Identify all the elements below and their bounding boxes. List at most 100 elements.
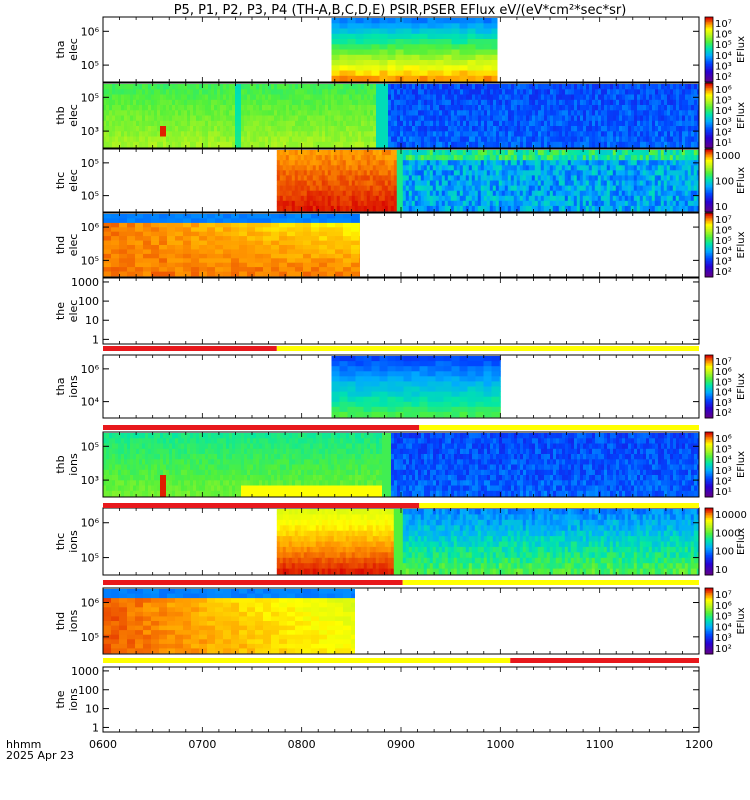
spectrogram-cell <box>300 190 305 197</box>
spectrogram-cell <box>588 175 593 181</box>
spectrogram-cell <box>586 105 590 111</box>
spectrogram-cell <box>607 105 611 111</box>
spectrogram-cell <box>619 84 623 90</box>
spectrogram-cell <box>400 84 404 90</box>
spectrogram-cell <box>556 126 560 132</box>
spectrogram-cell <box>396 155 401 161</box>
spectrogram-cell <box>471 165 476 171</box>
spectrogram-cell <box>347 18 356 24</box>
spectrogram-cell <box>215 249 224 255</box>
spectrogram-cell <box>193 136 197 143</box>
spectrogram-cell <box>136 141 140 148</box>
spectrogram-cell <box>457 141 461 148</box>
spectrogram-cell <box>471 200 476 207</box>
spectrogram-cell <box>337 141 341 148</box>
spectrogram-cell <box>496 94 500 101</box>
spectrogram-cell <box>582 185 587 192</box>
spectrogram-cell <box>616 131 620 137</box>
spectrogram-cell <box>207 214 216 219</box>
spectrogram-cell <box>565 136 569 143</box>
spectrogram-cell <box>547 105 551 111</box>
spectrogram-cell <box>306 170 311 176</box>
spectrogram-cell <box>570 185 575 192</box>
spectrogram-cell <box>654 150 659 156</box>
spectrogram-cell <box>462 195 467 202</box>
spectrogram-cell <box>604 94 608 101</box>
spectrogram-cell <box>547 84 551 90</box>
spectrogram-cell <box>690 165 695 171</box>
spectrogram-cell <box>139 126 143 132</box>
spectrogram-cell <box>478 131 482 137</box>
spectrogram-cell <box>696 180 700 186</box>
spectrogram-cell <box>109 120 113 127</box>
spectrogram-cell <box>565 131 569 137</box>
colorbar-cell <box>705 208 713 211</box>
spectrogram-cell <box>592 126 596 132</box>
spectrogram-cell <box>135 236 144 241</box>
spectrogram-cell <box>520 136 524 143</box>
spectrogram-cell <box>607 131 611 137</box>
spectrogram-cell <box>283 126 287 132</box>
spectrogram-cell <box>480 170 485 176</box>
spectrogram-cell <box>220 110 224 116</box>
spectrogram-cell <box>214 110 218 116</box>
spectrogram-cell <box>579 155 584 161</box>
spectrogram-cell <box>660 165 665 171</box>
spectrogram-cell <box>443 60 452 66</box>
spectrogram-cell <box>387 195 392 202</box>
spectrogram-cell <box>328 120 332 127</box>
spectrogram-cell <box>318 170 323 176</box>
spectrogram-cell <box>630 200 635 207</box>
spectrogram-cell <box>357 200 362 207</box>
spectrogram-cell <box>535 126 539 132</box>
spectrogram-cell <box>283 84 287 90</box>
spectrogram-cell <box>654 175 659 181</box>
colorbar-cell <box>705 25 713 28</box>
spectrogram-cell <box>355 44 364 50</box>
spectrogram-cell <box>277 126 281 132</box>
spectrogram-cell <box>282 175 287 181</box>
spectrogram-cell <box>535 141 539 148</box>
spectrogram-cell <box>142 131 146 137</box>
spectrogram-cell <box>663 165 668 171</box>
spectrogram-cell <box>223 267 232 272</box>
spectrogram-cell <box>325 99 329 106</box>
spectrogram-cell <box>595 115 599 122</box>
spectrogram-cell <box>682 141 686 148</box>
colorbar-cell <box>705 102 713 105</box>
spectrogram-cell <box>636 170 641 176</box>
spectrogram-cell <box>136 105 140 111</box>
spectrogram-cell <box>331 131 335 137</box>
spectrogram-cell <box>387 44 396 50</box>
spectrogram-cell <box>419 33 428 40</box>
spectrogram-cell <box>519 180 524 186</box>
spectrogram-cell <box>400 110 404 116</box>
colorbar-unit-label: EFlux <box>736 167 747 194</box>
spectrogram-cell <box>456 180 461 186</box>
spectrogram-cell <box>399 190 404 197</box>
spectrogram-cell <box>367 131 371 137</box>
spectrogram-cell <box>552 160 557 166</box>
spectrogram-cell <box>370 99 374 106</box>
spectrogram-cell <box>595 99 599 106</box>
spectrogram-cell <box>256 99 260 106</box>
spectrogram-cell <box>427 141 431 148</box>
spectrogram-cell <box>444 205 449 212</box>
spectrogram-cell <box>624 190 629 197</box>
spectrogram-cell <box>297 175 302 181</box>
spectrogram-cell <box>276 185 281 192</box>
spectrogram-cell <box>409 84 413 90</box>
spectrogram-cell <box>277 131 281 137</box>
spectrogram-cell <box>459 28 468 35</box>
spectrogram-cell <box>483 160 488 166</box>
spectrogram-cell <box>334 94 338 101</box>
spectrogram-cell <box>369 195 374 202</box>
spectrogram-cell <box>592 84 596 90</box>
spectrogram-cell <box>516 180 521 186</box>
spectrogram-cell <box>451 84 455 90</box>
spectrogram-cell <box>679 110 683 116</box>
spectrogram-cell <box>601 120 605 127</box>
spectrogram-cell <box>540 180 545 186</box>
spectrogram-cell <box>402 200 407 207</box>
spectrogram-cell <box>187 115 191 122</box>
